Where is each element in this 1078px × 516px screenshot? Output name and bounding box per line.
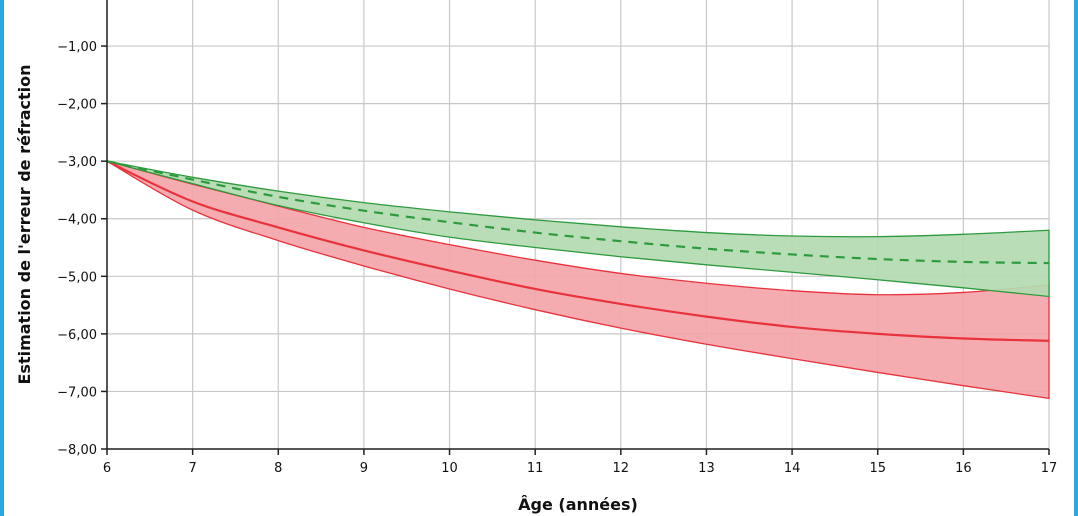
axes	[101, 0, 1050, 455]
series-lines	[106, 160, 1050, 342]
x-tick-label: 9	[360, 461, 368, 476]
y-tick-label: −3,00	[57, 155, 97, 170]
y-tick-label: −5,00	[57, 270, 97, 285]
y-tick-label: −8,00	[57, 443, 97, 458]
series-line	[106, 160, 1050, 265]
y-axis-label: Estimation de l'erreur de réfraction	[15, 65, 34, 385]
x-tick-label: 16	[955, 461, 972, 476]
x-tick-label: 7	[188, 461, 196, 476]
x-tick-label: 12	[613, 461, 630, 476]
y-tick-label: −7,00	[57, 385, 97, 400]
y-tick-labels: −1,00 −2,00 −3,00 −4,00 −5,00 −6,00 −7,00 −8,00	[57, 40, 97, 458]
confidence-band	[106, 160, 1050, 400]
y-tick-label: −2,00	[57, 98, 97, 113]
x-tick-label: 8	[274, 461, 282, 476]
x-tick-label: 13	[698, 461, 715, 476]
y-tick-label: −4,00	[57, 213, 97, 228]
refraction-chart: 6 7 8 9 10 11 12 13 14 15 16 17 −1,00 −2,00 −3,00 −4,0…	[15, 0, 1057, 514]
y-tick-label: −1,00	[57, 40, 97, 55]
confidence-bands	[106, 160, 1050, 400]
x-tick-label: 17	[1041, 461, 1058, 476]
confidence-band	[106, 160, 1050, 298]
x-tick-label: 10	[441, 461, 458, 476]
x-tick-label: 6	[103, 461, 111, 476]
x-tick-labels: 6 7 8 9 10 11 12 13 14 15 16 17	[103, 461, 1057, 476]
y-tick-label: −6,00	[57, 328, 97, 343]
x-tick-label: 15	[869, 461, 886, 476]
x-tick-label: 11	[527, 461, 544, 476]
x-axis-label: Âge (années)	[518, 495, 638, 514]
x-tick-label: 14	[784, 461, 801, 476]
series-line	[106, 160, 1050, 342]
